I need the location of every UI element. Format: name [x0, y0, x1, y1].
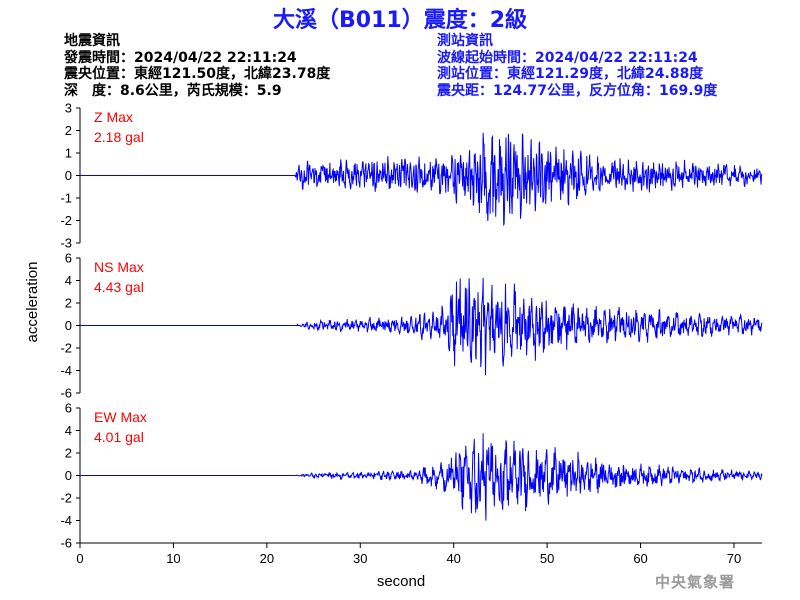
y-tick-label: 2 — [65, 123, 72, 138]
chart-title: 大溪（B011）震度：2級 — [273, 8, 527, 33]
y-tick-label: 0 — [65, 168, 72, 183]
panel-ew: 6 4 2 0 -2 -4 -6 EW Max 4.01 gal — [60, 401, 763, 551]
x-tick-label: 60 — [633, 551, 647, 566]
waveform-ew — [80, 433, 763, 521]
max-value-z: 2.18 gal — [94, 129, 144, 145]
x-tick-label: 50 — [540, 551, 554, 566]
y-tick-label: -3 — [60, 236, 72, 251]
cwa-watermark: 中央氣象署 — [655, 573, 736, 591]
x-tick-label: 40 — [446, 551, 460, 566]
x-tick-label: 20 — [260, 551, 274, 566]
depth-magnitude: 深 度：8.6公里，芮氏規模：5.9 — [64, 82, 282, 99]
max-value-ew: 4.01 gal — [94, 429, 144, 445]
wave-start-time: 波線起始時間：2024/04/22 22:11:24 — [437, 49, 698, 66]
x-tick-label: 70 — [727, 551, 741, 566]
y-tick-label: -2 — [60, 341, 72, 356]
y-tick-label: 6 — [65, 251, 72, 266]
origin-time: 發震時間：2024/04/22 22:11:24 — [64, 49, 297, 66]
panel-ns: 6 4 2 0 -2 -4 -6 NS Max 4.43 gal — [60, 251, 763, 401]
y-tick-label: 2 — [65, 296, 72, 311]
y-tick-label: 3 — [65, 101, 72, 116]
station-info-block: 測站資訊 波線起始時間：2024/04/22 22:11:24 測站位置：東經1… — [437, 33, 717, 99]
y-tick-label: -2 — [60, 491, 72, 506]
y-tick-label: 0 — [65, 318, 72, 333]
y-tick-label: -1 — [60, 191, 72, 206]
station-info-heading: 測站資訊 — [437, 33, 493, 49]
y-axis-title: acceleration — [24, 262, 41, 343]
y-tick-label: 1 — [65, 146, 72, 161]
x-axis-title: second — [377, 573, 425, 590]
max-label-ns: NS Max — [94, 259, 144, 275]
epicenter-location: 震央位置：東經121.50度，北緯23.78度 — [64, 66, 331, 82]
panel-z: 3 2 1 0 -1 -2 -3 Z Max 2.18 gal — [60, 101, 763, 251]
y-tick-label: -2 — [60, 213, 72, 228]
max-value-ns: 4.43 gal — [94, 279, 144, 295]
earthquake-info-heading: 地震資訊 — [64, 33, 120, 49]
x-tick-label: 0 — [76, 551, 83, 566]
y-tick-label: 0 — [65, 468, 72, 483]
y-tick-label: -6 — [60, 536, 72, 551]
y-tick-label: 4 — [65, 273, 72, 288]
station-location: 測站位置：東經121.29度，北緯24.88度 — [437, 66, 704, 82]
max-label-ew: EW Max — [94, 409, 147, 425]
earthquake-info-block: 地震資訊 發震時間：2024/04/22 22:11:24 震央位置：東經121… — [64, 33, 330, 99]
max-label-z: Z Max — [94, 109, 133, 125]
y-tick-label: 4 — [65, 423, 72, 438]
y-tick-label: -4 — [60, 363, 72, 378]
waveform-ns — [80, 277, 763, 376]
y-tick-label: -4 — [60, 513, 72, 528]
y-tick-label: -6 — [60, 386, 72, 401]
x-tick-label: 10 — [166, 551, 180, 566]
y-tick-label: 2 — [65, 446, 72, 461]
epicentral-distance: 震央距：124.77公里，反方位角：169.9度 — [437, 82, 718, 99]
y-tick-label: 6 — [65, 401, 72, 416]
x-tick-label: 30 — [353, 551, 367, 566]
waveform-z — [80, 132, 763, 227]
